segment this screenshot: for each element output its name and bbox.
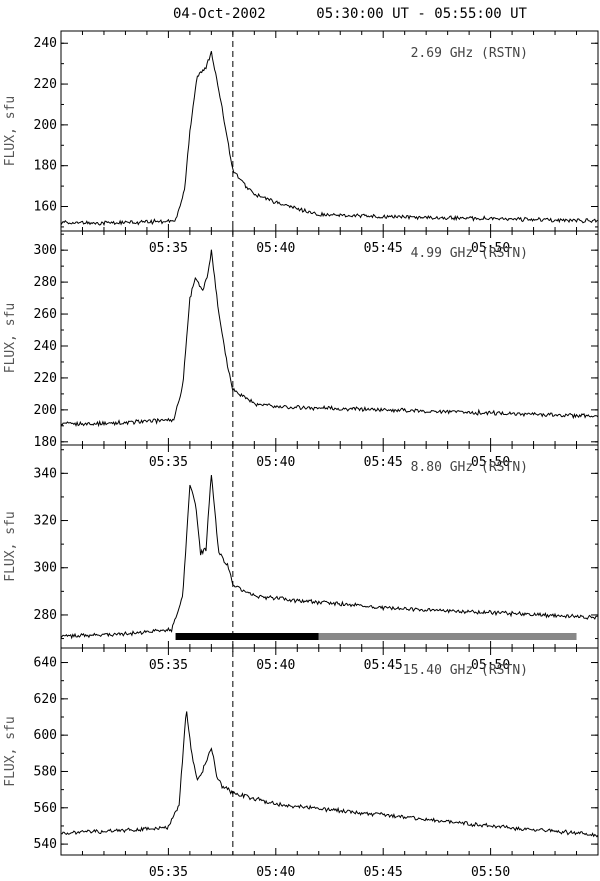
- x-tick-label: 05:45: [364, 241, 403, 256]
- y-axis-label: FLUX, sfu: [3, 303, 18, 373]
- y-tick-label: 180: [34, 159, 57, 174]
- series-line: [60, 249, 599, 428]
- panels: 160 180 200 220 240 05:35 05:40 05:45 05:50 FLUX,…: [3, 30, 599, 880]
- x-tick-label: 05:35: [149, 865, 188, 880]
- x-tick-label: 05:35: [149, 658, 188, 673]
- series-label: 15.40 GHz (RSTN): [403, 663, 528, 678]
- panel-3: 280 300 320 340 05:35 05:40 05:45 05:50 FLUX, sf…: [3, 444, 599, 673]
- y-tick-label: 240: [34, 36, 57, 51]
- x-tick-label: 05:40: [256, 658, 295, 673]
- x-tick-label: 05:50: [471, 455, 510, 470]
- series-label: 4.99 GHz (RSTN): [411, 246, 528, 261]
- interval-bar-gray: [318, 633, 577, 640]
- x-tick-label: 05:45: [364, 455, 403, 470]
- y-tick-label: 200: [34, 403, 57, 418]
- y-tick-label: 300: [34, 561, 57, 576]
- y-tick-label: 320: [34, 514, 57, 529]
- y-tick-label: 280: [34, 275, 57, 290]
- y-tick-label: 560: [34, 801, 57, 816]
- panel-2: 180 200 220 240 260 280 300 05:35 05:40 05:45 05:5…: [3, 230, 599, 470]
- y-axis-label: FLUX, sfu: [3, 96, 18, 166]
- y-tick-label: 200: [34, 118, 57, 133]
- panel-frame: [60, 30, 599, 232]
- y-tick-label: 180: [34, 435, 57, 450]
- x-tick-label: 05:40: [256, 865, 295, 880]
- panel-frame: [60, 647, 599, 856]
- figure-title: 04-Oct-2002 05:30:00 UT - 05:55:00 UT: [173, 6, 528, 22]
- x-tick-label: 05:45: [364, 658, 403, 673]
- x-tick-label: 05:50: [471, 658, 510, 673]
- y-tick-label: 300: [34, 243, 57, 258]
- y-tick-label: 240: [34, 339, 57, 354]
- x-tick-label: 05:40: [256, 455, 295, 470]
- y-axis-label: FLUX, sfu: [3, 716, 18, 786]
- x-tick-label: 05:35: [149, 241, 188, 256]
- y-tick-label: 580: [34, 764, 57, 779]
- y-tick-label: 220: [34, 77, 57, 92]
- y-tick-label: 260: [34, 307, 57, 322]
- panel-frame: [60, 444, 599, 649]
- y-tick-label: 620: [34, 692, 57, 707]
- y-tick-label: 220: [34, 371, 57, 386]
- panel-1: 160 180 200 220 240 05:35 05:40 05:45 05:50 FLUX,…: [3, 30, 599, 256]
- series-label: 2.69 GHz (RSTN): [411, 46, 528, 61]
- y-axis-label: FLUX, sfu: [3, 511, 18, 581]
- x-tick-label: 05:50: [471, 865, 510, 880]
- x-tick-label: 05:50: [471, 241, 510, 256]
- y-tick-label: 160: [34, 200, 57, 215]
- x-tick-label: 05:40: [256, 241, 295, 256]
- panel-4: 540 560 580 600 620 640 05:35 05:40 05:45 05:50 FL…: [3, 647, 599, 880]
- x-tick-label: 05:45: [364, 865, 403, 880]
- series-line: [60, 474, 599, 640]
- y-tick-label: 540: [34, 837, 57, 852]
- y-tick-label: 340: [34, 466, 57, 481]
- y-tick-label: 600: [34, 728, 57, 743]
- y-tick-label: 280: [34, 608, 57, 623]
- series-line: [60, 711, 599, 838]
- y-tick-label: 640: [34, 656, 57, 671]
- x-tick-label: 05:35: [149, 455, 188, 470]
- series-label: 8.80 GHz (RSTN): [411, 460, 528, 475]
- interval-bar-black: [175, 633, 319, 640]
- overlay: [175, 31, 577, 855]
- series-line: [60, 51, 599, 227]
